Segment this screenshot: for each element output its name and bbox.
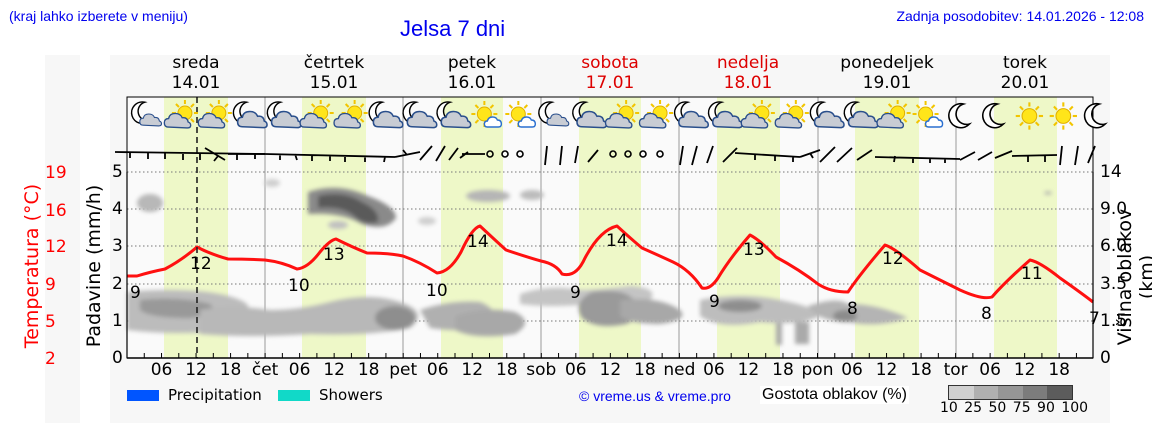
- temp-min-label: 10: [288, 276, 310, 296]
- temp-min-label: 9: [709, 292, 720, 312]
- last-updated: Zadnja posodobitev: 14.01.2026 - 12:08: [896, 8, 1144, 24]
- x-tick-label: čet: [251, 360, 279, 380]
- day-header: ponedeljek 19.01: [840, 53, 934, 93]
- precip-tick: 4: [112, 199, 123, 219]
- x-tick-label: 06: [841, 360, 863, 380]
- night-clear-icon: [1083, 102, 1107, 129]
- precip-tick: 1: [112, 311, 123, 331]
- x-tick-label: 06: [150, 360, 173, 380]
- cloud-tick: 6.0: [1100, 236, 1128, 256]
- cloud-density-scale: [948, 385, 1073, 400]
- temp-max-label: 14: [606, 231, 628, 251]
- temp-tick: 5: [45, 312, 56, 332]
- x-tick-label: 18: [772, 360, 794, 380]
- temp-max-label: 14: [467, 232, 489, 252]
- temp-min-label: 10: [426, 281, 448, 301]
- precip-tick: 2: [112, 274, 123, 294]
- x-tick-label: 12: [461, 360, 484, 380]
- temp-min-label: 9: [130, 283, 141, 303]
- precip-tick: 5: [112, 162, 123, 182]
- x-tick-label: 18: [910, 360, 932, 380]
- temp-tick: 2: [45, 349, 56, 369]
- x-tick-label: 12: [1013, 360, 1036, 380]
- precip-tick: 3: [112, 236, 123, 256]
- temp-max-label: 11: [1021, 264, 1043, 284]
- temperature-axis-panel: [45, 55, 80, 423]
- cloud-tick: 3.5: [1100, 274, 1128, 294]
- x-tick-label: 12: [737, 360, 760, 380]
- x-tick-label: 18: [495, 360, 518, 380]
- temp-min-label: 8: [847, 299, 858, 319]
- temp-tick: 19: [45, 163, 67, 183]
- cloud-tick: 1.5: [1100, 311, 1128, 331]
- x-tick-label: ned: [663, 360, 696, 380]
- x-tick-label: 12: [875, 360, 898, 380]
- cloud-density-scale-labels: 10 25 50 75 90 100: [940, 400, 1089, 416]
- precipitation-axis-label: Padavine (mm/h): [83, 184, 105, 348]
- temperature-axis-label: Temperatura (°C): [21, 183, 43, 349]
- x-tick-label: pon: [801, 360, 834, 380]
- x-tick-label: pet: [389, 360, 418, 380]
- day-header-weekend: nedelja 18.01: [716, 53, 780, 93]
- temp-tick: 16: [45, 201, 67, 221]
- day-header: petek 16.01: [447, 53, 497, 93]
- x-tick-label: 12: [599, 360, 622, 380]
- temp-min-label: 8: [981, 304, 992, 324]
- temp-min-label: 7: [1089, 309, 1100, 329]
- legend-showers: Showers: [278, 386, 383, 404]
- day-header: četrtek 15.01: [303, 53, 365, 93]
- temp-min-label: 9: [570, 283, 581, 303]
- day-header: torek 20.01: [1000, 53, 1050, 93]
- legend-precipitation: Precipitation: [127, 386, 262, 404]
- x-tick-label: 18: [357, 360, 380, 380]
- temp-max-label: 13: [743, 240, 765, 260]
- precipitation-swatch: [127, 389, 159, 401]
- x-tick-label: 12: [185, 360, 207, 380]
- day-header-weekend: sobota 17.01: [581, 53, 639, 93]
- temp-max-label: 12: [190, 254, 212, 274]
- x-tick-label: 06: [703, 360, 725, 380]
- x-tick-label: 06: [979, 360, 1001, 380]
- cloud-density-label: Gostota oblakov (%): [760, 386, 909, 404]
- cloud-tick: 14: [1100, 162, 1122, 182]
- temp-tick: 12: [45, 237, 67, 257]
- temp-tick: 9: [45, 275, 56, 295]
- x-tick-label: 06: [426, 360, 449, 380]
- x-tick-label: 06: [288, 360, 311, 380]
- temp-max-label: 13: [323, 245, 345, 265]
- day-header: sreda 14.01: [171, 53, 221, 93]
- x-tick-label: tor: [943, 360, 968, 380]
- x-tick-label: 06: [564, 360, 587, 380]
- temp-max-label: 12: [882, 249, 904, 269]
- copyright-link[interactable]: © vreme.us & vreme.pro: [579, 388, 731, 404]
- region-hint: (kraj lahko izberete v meniju): [9, 8, 188, 24]
- x-tick-label: 18: [1048, 360, 1070, 380]
- x-tick-label: sob: [526, 360, 557, 380]
- cloud-tick: 9.0: [1100, 199, 1128, 219]
- x-tick-label: 18: [634, 360, 656, 380]
- page-title: Jelsa 7 dni: [400, 16, 506, 41]
- cloud-tick: 0: [1100, 348, 1111, 368]
- showers-swatch: [278, 389, 310, 401]
- precip-tick: 0: [112, 348, 123, 368]
- x-tick-label: 12: [323, 360, 345, 380]
- x-tick-label: 18: [219, 360, 242, 380]
